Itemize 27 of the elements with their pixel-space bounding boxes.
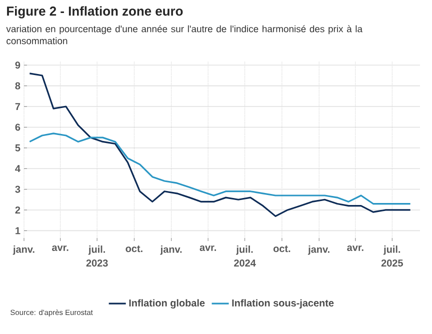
x-tick-label: avr. (200, 246, 216, 251)
x-tick-label: oct. (273, 246, 290, 252)
y-tick-label: 1 (16, 227, 20, 234)
x-tick-label: avr. (347, 246, 364, 251)
y-tick-label: 3 (15, 186, 20, 193)
x-tick-label: juil. (88, 246, 105, 255)
legend-label: Inflation globale (129, 299, 205, 309)
x2-tick-label: 2024 (234, 260, 256, 267)
x-tick-label: janv. (308, 246, 330, 255)
x-tick-label: oct. (126, 246, 142, 252)
y-tick-label: 2 (15, 206, 20, 214)
x2-tick-label: 2023 (86, 260, 108, 267)
y-tick-label: 5 (15, 144, 20, 152)
y-tick-label: 4 (15, 165, 20, 172)
x-tick-label: janv. (160, 246, 182, 255)
x-tick-label: juil. (383, 246, 400, 255)
x-tick-label: juil. (236, 246, 253, 255)
legend-label: Inflation sous-jacente (232, 299, 334, 308)
x-tick-label: janv. (12, 246, 34, 255)
x2-tick-label: 2025 (381, 260, 403, 267)
y-tick-label: 9 (15, 62, 20, 69)
y-tick-label: 8 (15, 82, 20, 90)
chart-subtitle: variation en pourcentage d'une année sur l'autre de l'indice harmonisé des prix à la consommation (6, 25, 363, 44)
chart-title: Figure 2 - Inflation zone euro (7, 6, 183, 18)
y-tick-label: 7 (15, 103, 20, 110)
y-tick-label: 6 (15, 124, 20, 131)
x-tick-label: avr. (52, 246, 68, 251)
